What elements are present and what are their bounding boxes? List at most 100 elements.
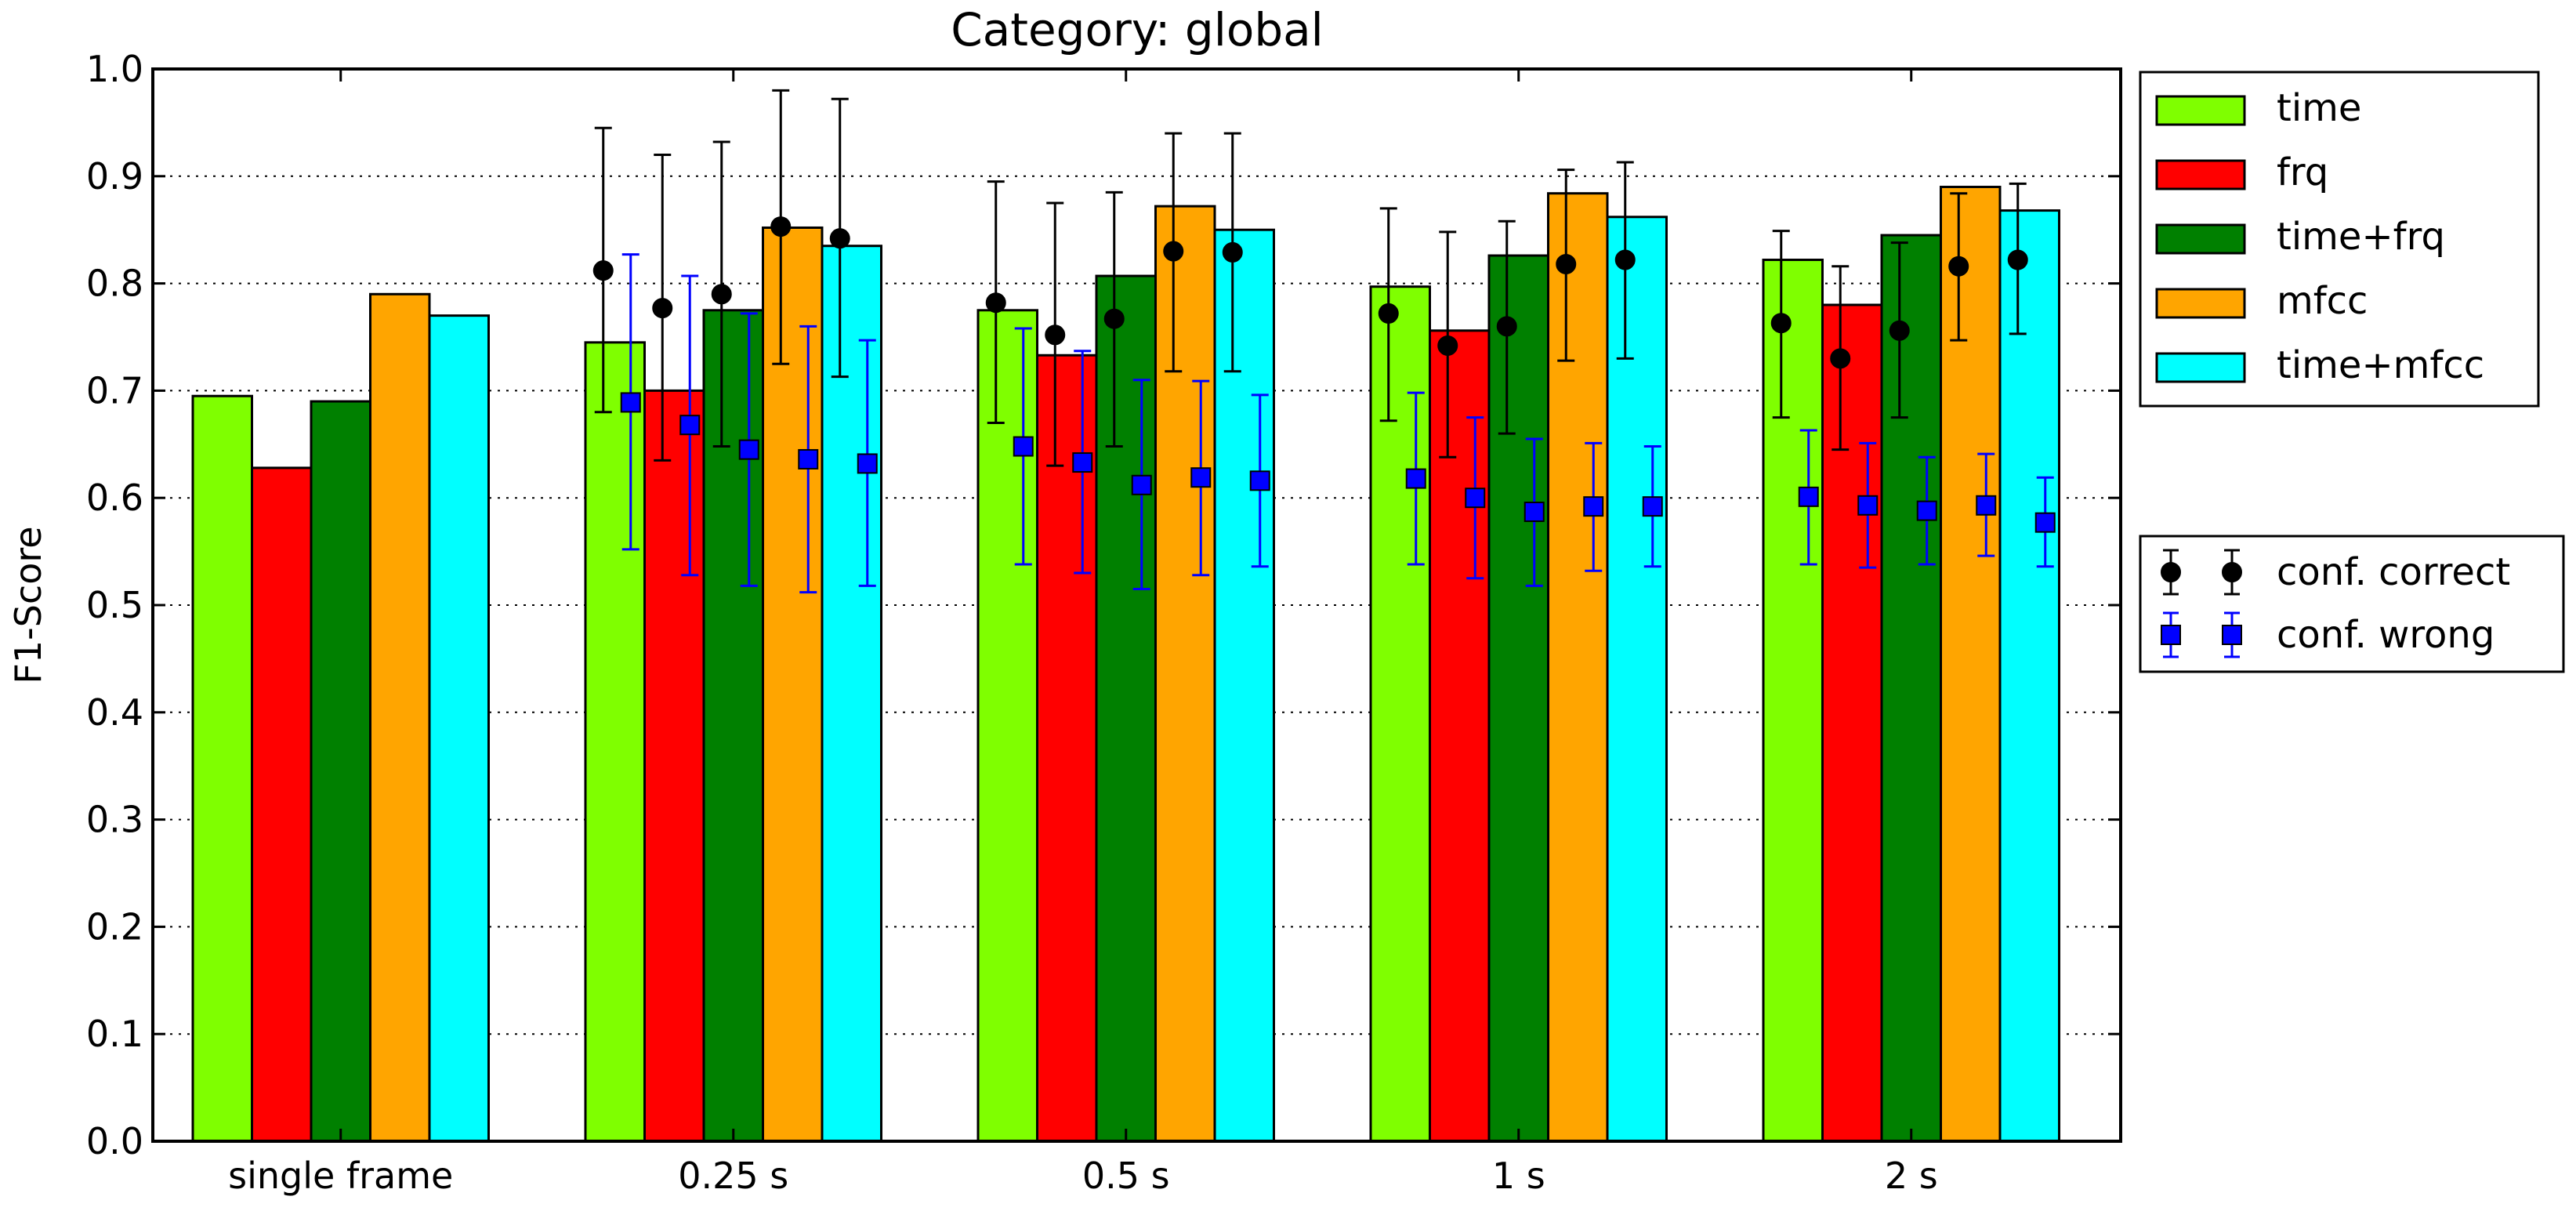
conf-correct-marker <box>1045 325 1066 346</box>
conf-correct-marker <box>1948 256 1969 277</box>
conf-correct-marker <box>770 216 792 237</box>
bar-mfcc-0-5-s <box>1154 205 1216 1143</box>
bar-time-2-s <box>1762 259 1824 1143</box>
bar-frq-single-frame <box>251 466 313 1143</box>
conf-wrong-marker <box>857 453 878 474</box>
y-tick-label: 0.1 <box>86 1013 143 1055</box>
bars <box>191 185 2060 1143</box>
conf-wrong-marker <box>679 415 701 436</box>
legend-label-time: time <box>2277 86 2361 130</box>
bar-time-single-frame <box>191 394 253 1143</box>
conf-correct-marker <box>1496 316 1517 337</box>
bar-time-plus-frq-1-s <box>1487 254 1549 1143</box>
legend-label-time-plus-frq: time+frq <box>2277 215 2445 259</box>
legend-label-mfcc: mfcc <box>2277 279 2368 323</box>
bar-frq-0-25-s <box>643 389 705 1143</box>
conf-wrong-marker <box>1642 496 1663 517</box>
bar-frq-0-5-s <box>1036 354 1098 1143</box>
conf-wrong-marker <box>738 439 759 460</box>
y-tick-label: 0.2 <box>86 905 143 948</box>
legend-label-frq: frq <box>2277 150 2328 194</box>
legend-marker-conf-correct <box>2161 562 2181 582</box>
conf-correct-marker <box>592 260 614 281</box>
conf-correct-marker <box>1556 253 1577 274</box>
legend-swatch-time-plus-mfcc <box>2155 352 2246 383</box>
legend-series: time frq time+frq mfcc time+mfcc <box>2139 71 2540 408</box>
conf-correct-marker <box>1830 348 1851 369</box>
conf-wrong-marker <box>1013 436 1034 457</box>
conf-wrong-marker <box>1976 495 1997 516</box>
conf-wrong-marker <box>1190 467 1212 488</box>
bar-mfcc-1-s <box>1547 192 1609 1143</box>
bar-time-0-5-s <box>976 309 1038 1143</box>
bar-time-plus-mfcc-0-25-s <box>821 245 882 1143</box>
bar-time-plus-mfcc-single-frame <box>428 314 490 1143</box>
conf-wrong-marker <box>1072 452 1093 473</box>
y-tick-label: 0.0 <box>86 1120 143 1162</box>
legend-marker-label-conf-correct: conf. correct <box>2277 550 2510 594</box>
conf-wrong-marker <box>1405 468 1426 489</box>
legend-marker-conf-correct <box>2222 562 2242 582</box>
bar-mfcc-single-frame <box>369 292 431 1143</box>
bar-time-1-s <box>1369 285 1431 1143</box>
x-tick-label: 1 s <box>1492 1155 1545 1197</box>
x-axis: single frame 0.25 s 0.5 s 1 s 2 s <box>228 69 1938 1197</box>
x-tick-label: single frame <box>228 1155 453 1197</box>
conf-correct-marker <box>1889 320 1910 341</box>
conf-correct-marker <box>1378 303 1399 324</box>
conf-correct-marker <box>1437 335 1458 356</box>
y-tick-label: 0.7 <box>86 369 143 412</box>
conf-wrong-marker <box>1583 496 1604 517</box>
conf-correct-marker <box>1770 313 1792 334</box>
bar-mfcc-0-25-s <box>762 226 824 1143</box>
bar-time-plus-mfcc-0-5-s <box>1213 228 1275 1143</box>
bar-time-plus-frq-0-5-s <box>1095 274 1157 1143</box>
conf-correct-marker <box>652 298 673 319</box>
x-tick-label: 0.25 s <box>678 1155 788 1197</box>
y-tick-label: 0.6 <box>86 477 143 519</box>
error-bars <box>592 89 2056 594</box>
legend-marker-conf-wrong <box>2161 625 2181 645</box>
chart-title: Category: global <box>951 3 1324 56</box>
conf-wrong-marker <box>1857 495 1879 516</box>
y-tick-label: 1.0 <box>86 48 143 90</box>
conf-wrong-marker <box>620 392 641 413</box>
bar-mfcc-2-s <box>1940 185 2002 1143</box>
y-tick-label: 0.8 <box>86 263 143 305</box>
y-axis: 0.0 0.1 0.2 0.3 0.4 0.5 0.6 0.7 0.8 0.9 1.0 <box>86 48 2121 1162</box>
conf-wrong-marker <box>1916 500 1937 521</box>
conf-correct-marker <box>711 284 732 305</box>
bar-time-plus-frq-2-s <box>1880 234 1942 1143</box>
conf-correct-marker <box>2007 249 2028 270</box>
conf-wrong-marker <box>1465 488 1486 509</box>
legend-marker-label-conf-wrong: conf. wrong <box>2277 613 2494 657</box>
y-tick-label: 0.5 <box>86 584 143 626</box>
x-tick-label: 0.5 s <box>1082 1155 1170 1197</box>
conf-wrong-marker <box>2034 512 2056 533</box>
conf-wrong-marker <box>798 448 819 470</box>
conf-correct-marker <box>829 228 850 249</box>
legend-label-time-plus-mfcc: time+mfcc <box>2277 343 2484 387</box>
legend-swatch-mfcc <box>2155 288 2246 319</box>
legend-swatch-time <box>2155 95 2246 126</box>
bar-time-plus-mfcc-2-s <box>1998 209 2060 1143</box>
conf-correct-marker <box>1163 241 1184 262</box>
conf-wrong-marker <box>1249 470 1270 491</box>
bar-time-plus-mfcc-1-s <box>1606 216 1668 1143</box>
conf-wrong-marker <box>1523 501 1545 522</box>
conf-correct-marker <box>1614 249 1636 270</box>
y-tick-label: 0.9 <box>86 155 143 198</box>
legend-swatch-time-plus-frq <box>2155 223 2246 255</box>
conf-correct-marker <box>985 292 1006 314</box>
bar-frq-2-s <box>1821 303 1883 1143</box>
legend-swatch-frq <box>2155 159 2246 190</box>
conf-correct-marker <box>1222 241 1243 263</box>
x-tick-label: 2 s <box>1885 1155 1938 1197</box>
conf-correct-marker <box>1103 308 1125 329</box>
bar-time-plus-frq-0-25-s <box>702 309 764 1143</box>
y-tick-label: 0.4 <box>86 691 143 734</box>
bar-time-0-25-s <box>584 341 646 1143</box>
legend-error-markers: conf. correct conf. wrong <box>2139 535 2565 673</box>
